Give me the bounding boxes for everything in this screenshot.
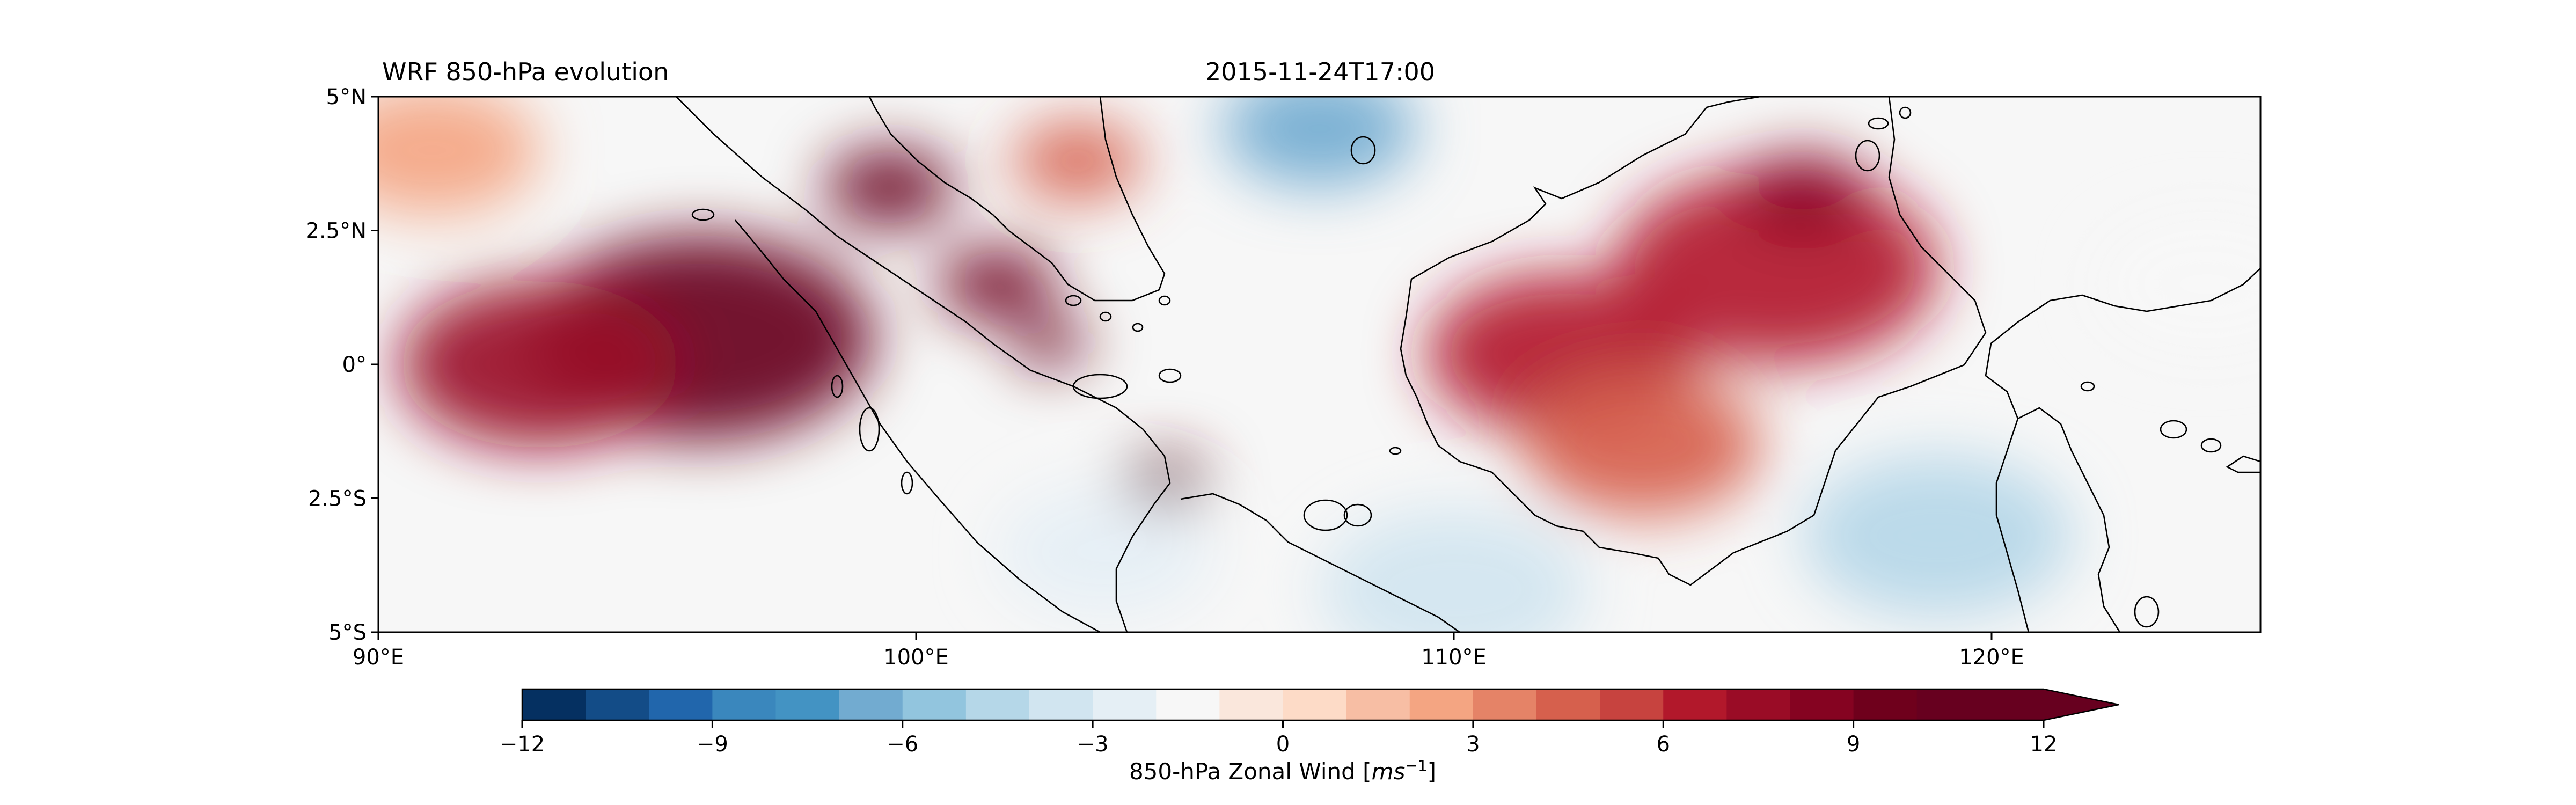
y-tick-label: 5°S <box>328 620 367 645</box>
coastline-borneo <box>1400 97 1987 586</box>
wind-region-14 <box>1803 455 2073 617</box>
colorbar-tick-label: −9 <box>697 732 728 757</box>
y-axis: 5°N 2.5°N 0° 2.5°S 5°S <box>305 85 378 645</box>
colorbar-segment <box>1346 689 1410 720</box>
colorbar-segment <box>965 689 1030 720</box>
colorbar-tick-label: 6 <box>1657 732 1670 757</box>
colorbar-segment <box>1156 689 1220 720</box>
colorbar-segment <box>522 689 586 720</box>
y-tick-label: 0° <box>342 353 367 377</box>
y-tick-label: 5°N <box>326 85 367 109</box>
colorbar-tick-label: 3 <box>1466 732 1480 757</box>
colorbar-segment <box>1029 689 1093 720</box>
wind-region-7 <box>1615 171 1938 364</box>
colorbar: −12 −9 −6 −3 0 3 6 9 12 <box>500 688 2119 757</box>
map-timestamp: 2015-11-24T17:00 <box>1205 57 1435 86</box>
colorbar-segment <box>1600 689 1664 720</box>
wind-region-11 <box>1223 97 1416 187</box>
wind-region-4 <box>1013 320 1088 365</box>
colorbar-tick-label: 0 <box>1276 732 1290 757</box>
wind-region-8 <box>1739 154 1868 232</box>
x-tick-label: 100°E <box>883 645 949 670</box>
wind-region-10 <box>1013 122 1142 200</box>
x-tick-label: 90°E <box>353 645 404 670</box>
colorbar-label: 850-hPa Zonal Wind [ms−1] <box>1129 757 1436 785</box>
map-title: WRF 850-hPa evolution <box>382 57 669 86</box>
x-tick-label: 120°E <box>1959 645 2024 670</box>
wind-region-16 <box>378 97 540 215</box>
x-tick-label: 110°E <box>1421 645 1487 670</box>
coastline-java <box>1180 493 1460 632</box>
coastlines <box>676 97 2260 632</box>
colorbar-tick-label: −12 <box>500 732 545 757</box>
colorbar-segment <box>1853 689 1918 720</box>
colorbar-segment <box>1663 689 1727 720</box>
wind-region-3 <box>938 248 1056 320</box>
colorbar-segment <box>1409 689 1474 720</box>
wind-region-2 <box>824 149 954 226</box>
wind-region-1 <box>400 281 680 448</box>
colorbar-segment <box>1980 689 2044 720</box>
colorbar-outline <box>521 688 2119 721</box>
colorbar-segment <box>1283 689 1347 720</box>
colorbar-segment <box>1916 689 1981 720</box>
colorbar-tick-label: 9 <box>1847 732 1860 757</box>
x-axis: 90°E 100°E 110°E 120°E <box>353 632 2024 670</box>
wind-region-13 <box>1319 509 1589 632</box>
colorbar-segment <box>649 689 713 720</box>
colorbar-tick-label: −3 <box>1077 732 1109 757</box>
colorbar-segment <box>1093 689 1157 720</box>
colorbar-segment <box>586 689 649 720</box>
colorbar-segment <box>1726 689 1791 720</box>
wind-region-9 <box>1524 374 1761 516</box>
map-panel <box>377 96 2262 633</box>
colorbar-tick-label: 12 <box>2030 732 2058 757</box>
colorbar-segment <box>902 689 967 720</box>
colorbar-tick-label: −6 <box>887 732 918 757</box>
colorbar-segment <box>712 689 777 720</box>
wind-field <box>378 97 2260 632</box>
coastline-malay-peninsula <box>868 97 1166 302</box>
colorbar-segment <box>1790 689 1854 720</box>
y-tick-label: 2.5°N <box>305 219 367 244</box>
wind-region-15 <box>2099 219 2260 349</box>
colorbar-extend-arrow <box>2044 689 2119 720</box>
colorbar-segment <box>775 689 840 720</box>
y-tick-label: 2.5°S <box>308 487 367 511</box>
coastline-sumatra <box>676 97 1171 632</box>
coastline-islands <box>691 106 2222 628</box>
coastline-sulawesi <box>1985 268 2260 632</box>
colorbar-segment <box>1219 689 1284 720</box>
colorbar-segment <box>839 689 903 720</box>
colorbar-segment <box>1473 689 1537 720</box>
wind-region-12 <box>997 487 1212 617</box>
colorbar-segment <box>1536 689 1600 720</box>
